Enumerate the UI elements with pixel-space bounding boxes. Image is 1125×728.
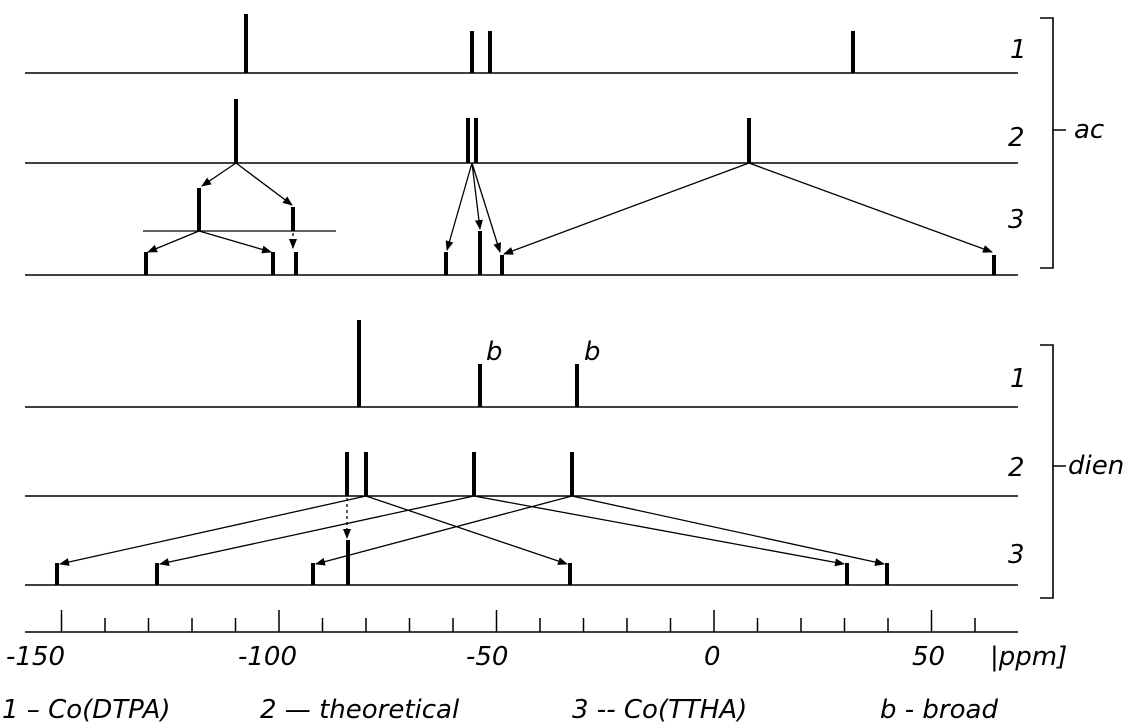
ppm-axis-ticks xyxy=(60,610,976,632)
arrow xyxy=(503,162,750,255)
dien-row1-label: 1 xyxy=(1010,364,1027,394)
arrow xyxy=(471,162,483,230)
arrow xyxy=(235,162,293,206)
ac-panel-label: ac xyxy=(1074,115,1104,145)
dien-row3-peaks xyxy=(55,540,889,585)
ac-row2-peaks xyxy=(234,99,751,163)
arrow xyxy=(147,230,200,253)
dien-row3-label: 3 xyxy=(1008,540,1025,570)
dien-bracket xyxy=(1040,344,1066,599)
arrow xyxy=(315,495,573,566)
legend-item-broad: b - broad xyxy=(880,695,998,725)
ac-row2-label: 2 xyxy=(1008,123,1025,153)
arrow xyxy=(198,230,272,254)
tick-label: -150 xyxy=(6,642,65,672)
tick-label: 50 xyxy=(912,642,945,672)
arrow xyxy=(571,495,885,566)
legend-item-theoretical: 2 — theoretical xyxy=(260,695,460,725)
ppm-unit-label: |ppm] xyxy=(990,642,1067,672)
tick-label: 0 xyxy=(704,642,721,672)
ac-arrows xyxy=(147,162,993,255)
arrow xyxy=(445,162,473,251)
dien-arrows xyxy=(59,495,885,567)
dien-panel-label: dien xyxy=(1068,451,1124,481)
dien-row2-label: 2 xyxy=(1008,453,1025,483)
arrow xyxy=(59,495,367,566)
dien-row1-peaks xyxy=(357,320,579,407)
arrow xyxy=(471,162,502,253)
ac-intermediate-peaks xyxy=(197,188,295,231)
ac-row1-label: 1 xyxy=(1010,35,1027,65)
ac-row1-peaks xyxy=(244,14,855,73)
arrow xyxy=(201,162,237,187)
arrow xyxy=(473,495,845,567)
ac-bracket xyxy=(1040,17,1066,269)
arrow xyxy=(748,162,993,253)
arrow xyxy=(159,495,475,567)
broad-mark: b xyxy=(486,337,503,367)
broad-mark: b xyxy=(584,337,601,367)
legend-item-ttha: 3 -- Co(TTHA) xyxy=(572,695,747,725)
tick-label: -100 xyxy=(238,642,297,672)
ac-row3-label: 3 xyxy=(1008,205,1025,235)
ac-row3-peaks xyxy=(144,231,996,275)
legend-item-dtpa: 1 – Co(DTPA) xyxy=(2,695,171,725)
arrow xyxy=(365,495,568,565)
tick-label: -50 xyxy=(466,642,508,672)
dien-row2-peaks xyxy=(345,452,574,496)
